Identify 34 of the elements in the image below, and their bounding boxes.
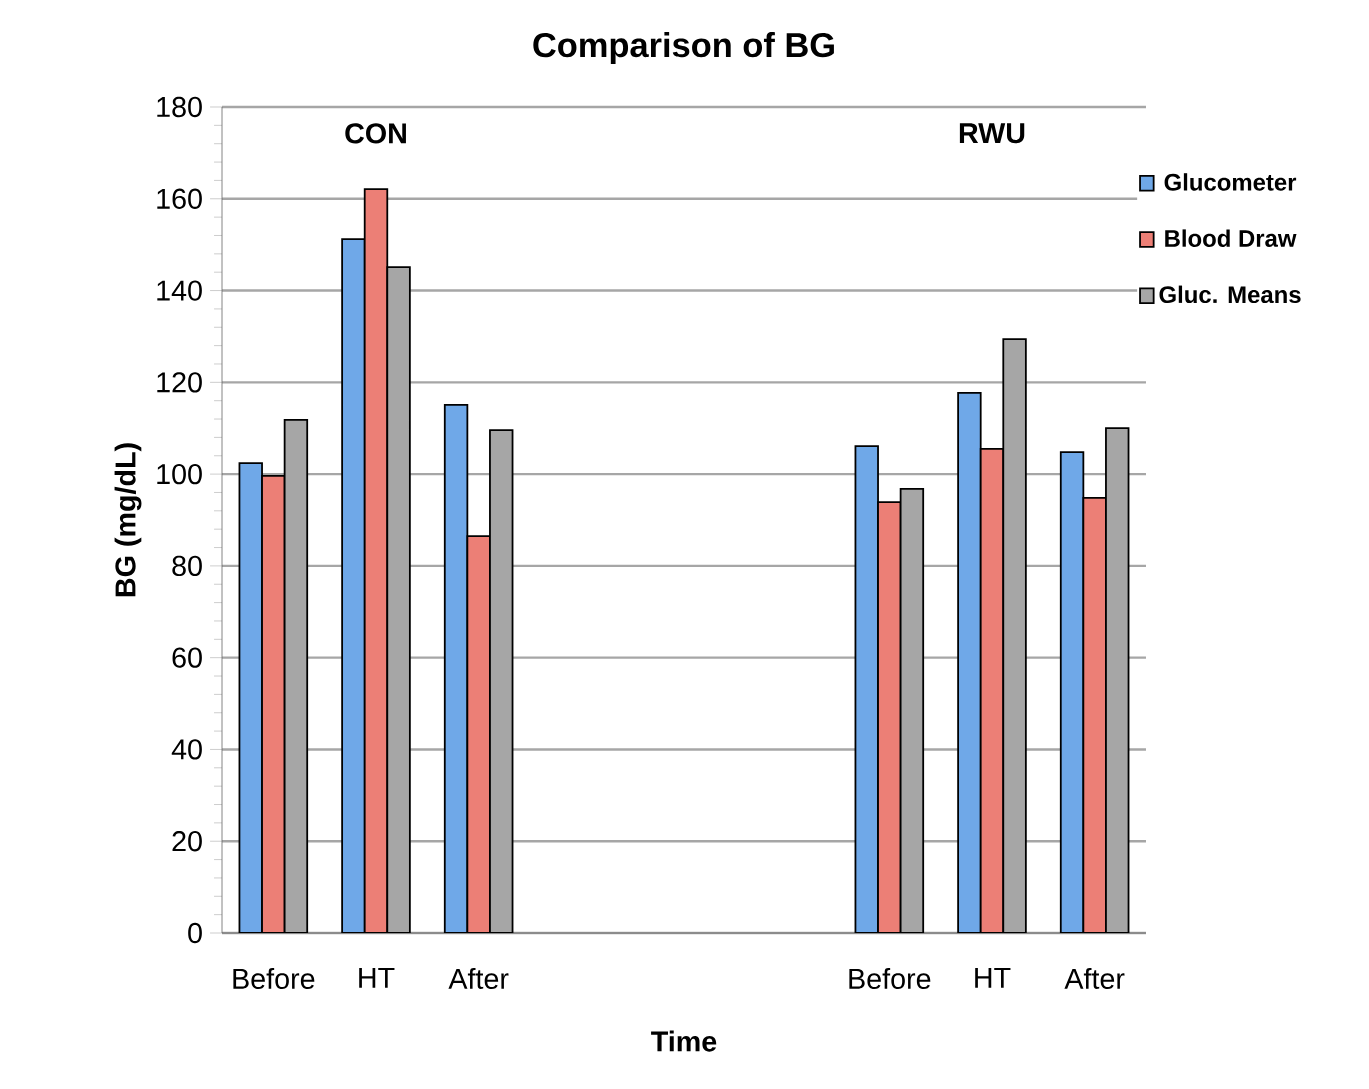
x-tick-label: After: [448, 967, 509, 989]
y-tick-label: 60: [172, 647, 202, 668]
annotation: CON: [345, 123, 406, 144]
y-tick-label: 120: [157, 372, 202, 393]
bar: [341, 238, 366, 933]
x-tick-label: HT: [975, 967, 1011, 988]
legend-label: Glucometer: [1164, 173, 1297, 191]
x-axis-title: Time: [651, 1030, 717, 1052]
bar: [1082, 497, 1107, 933]
y-tick-label: 160: [157, 188, 202, 209]
y-tick-label: 20: [172, 831, 202, 852]
y-tick-label: 180: [157, 96, 202, 118]
bar: [1002, 338, 1027, 933]
legend-label: Blood Draw: [1165, 229, 1297, 247]
bar: [238, 462, 263, 933]
y-tick-label: 100: [157, 463, 202, 485]
bar: [854, 445, 879, 933]
bar: [261, 475, 286, 933]
bar: [386, 266, 411, 933]
x-tick-label: After: [1064, 967, 1125, 989]
bar: [466, 535, 491, 933]
y-tick-label: 0: [188, 922, 202, 944]
y-tick-label: 40: [171, 739, 202, 760]
y-axis-title: BG (mg/dL): [114, 443, 142, 597]
legend-label: Gluc. Means: [1159, 285, 1301, 304]
chart-title: Comparison of BG: [533, 31, 834, 65]
x-tick-label: HT: [359, 967, 395, 988]
y-tick-label: 140: [157, 280, 202, 301]
x-tick-label: Before: [849, 967, 931, 989]
bar: [957, 391, 982, 933]
bar: [877, 501, 902, 933]
x-tick-label: Before: [233, 967, 315, 989]
y-tick-label: 80: [172, 555, 202, 577]
annotation: RWU: [959, 123, 1025, 144]
